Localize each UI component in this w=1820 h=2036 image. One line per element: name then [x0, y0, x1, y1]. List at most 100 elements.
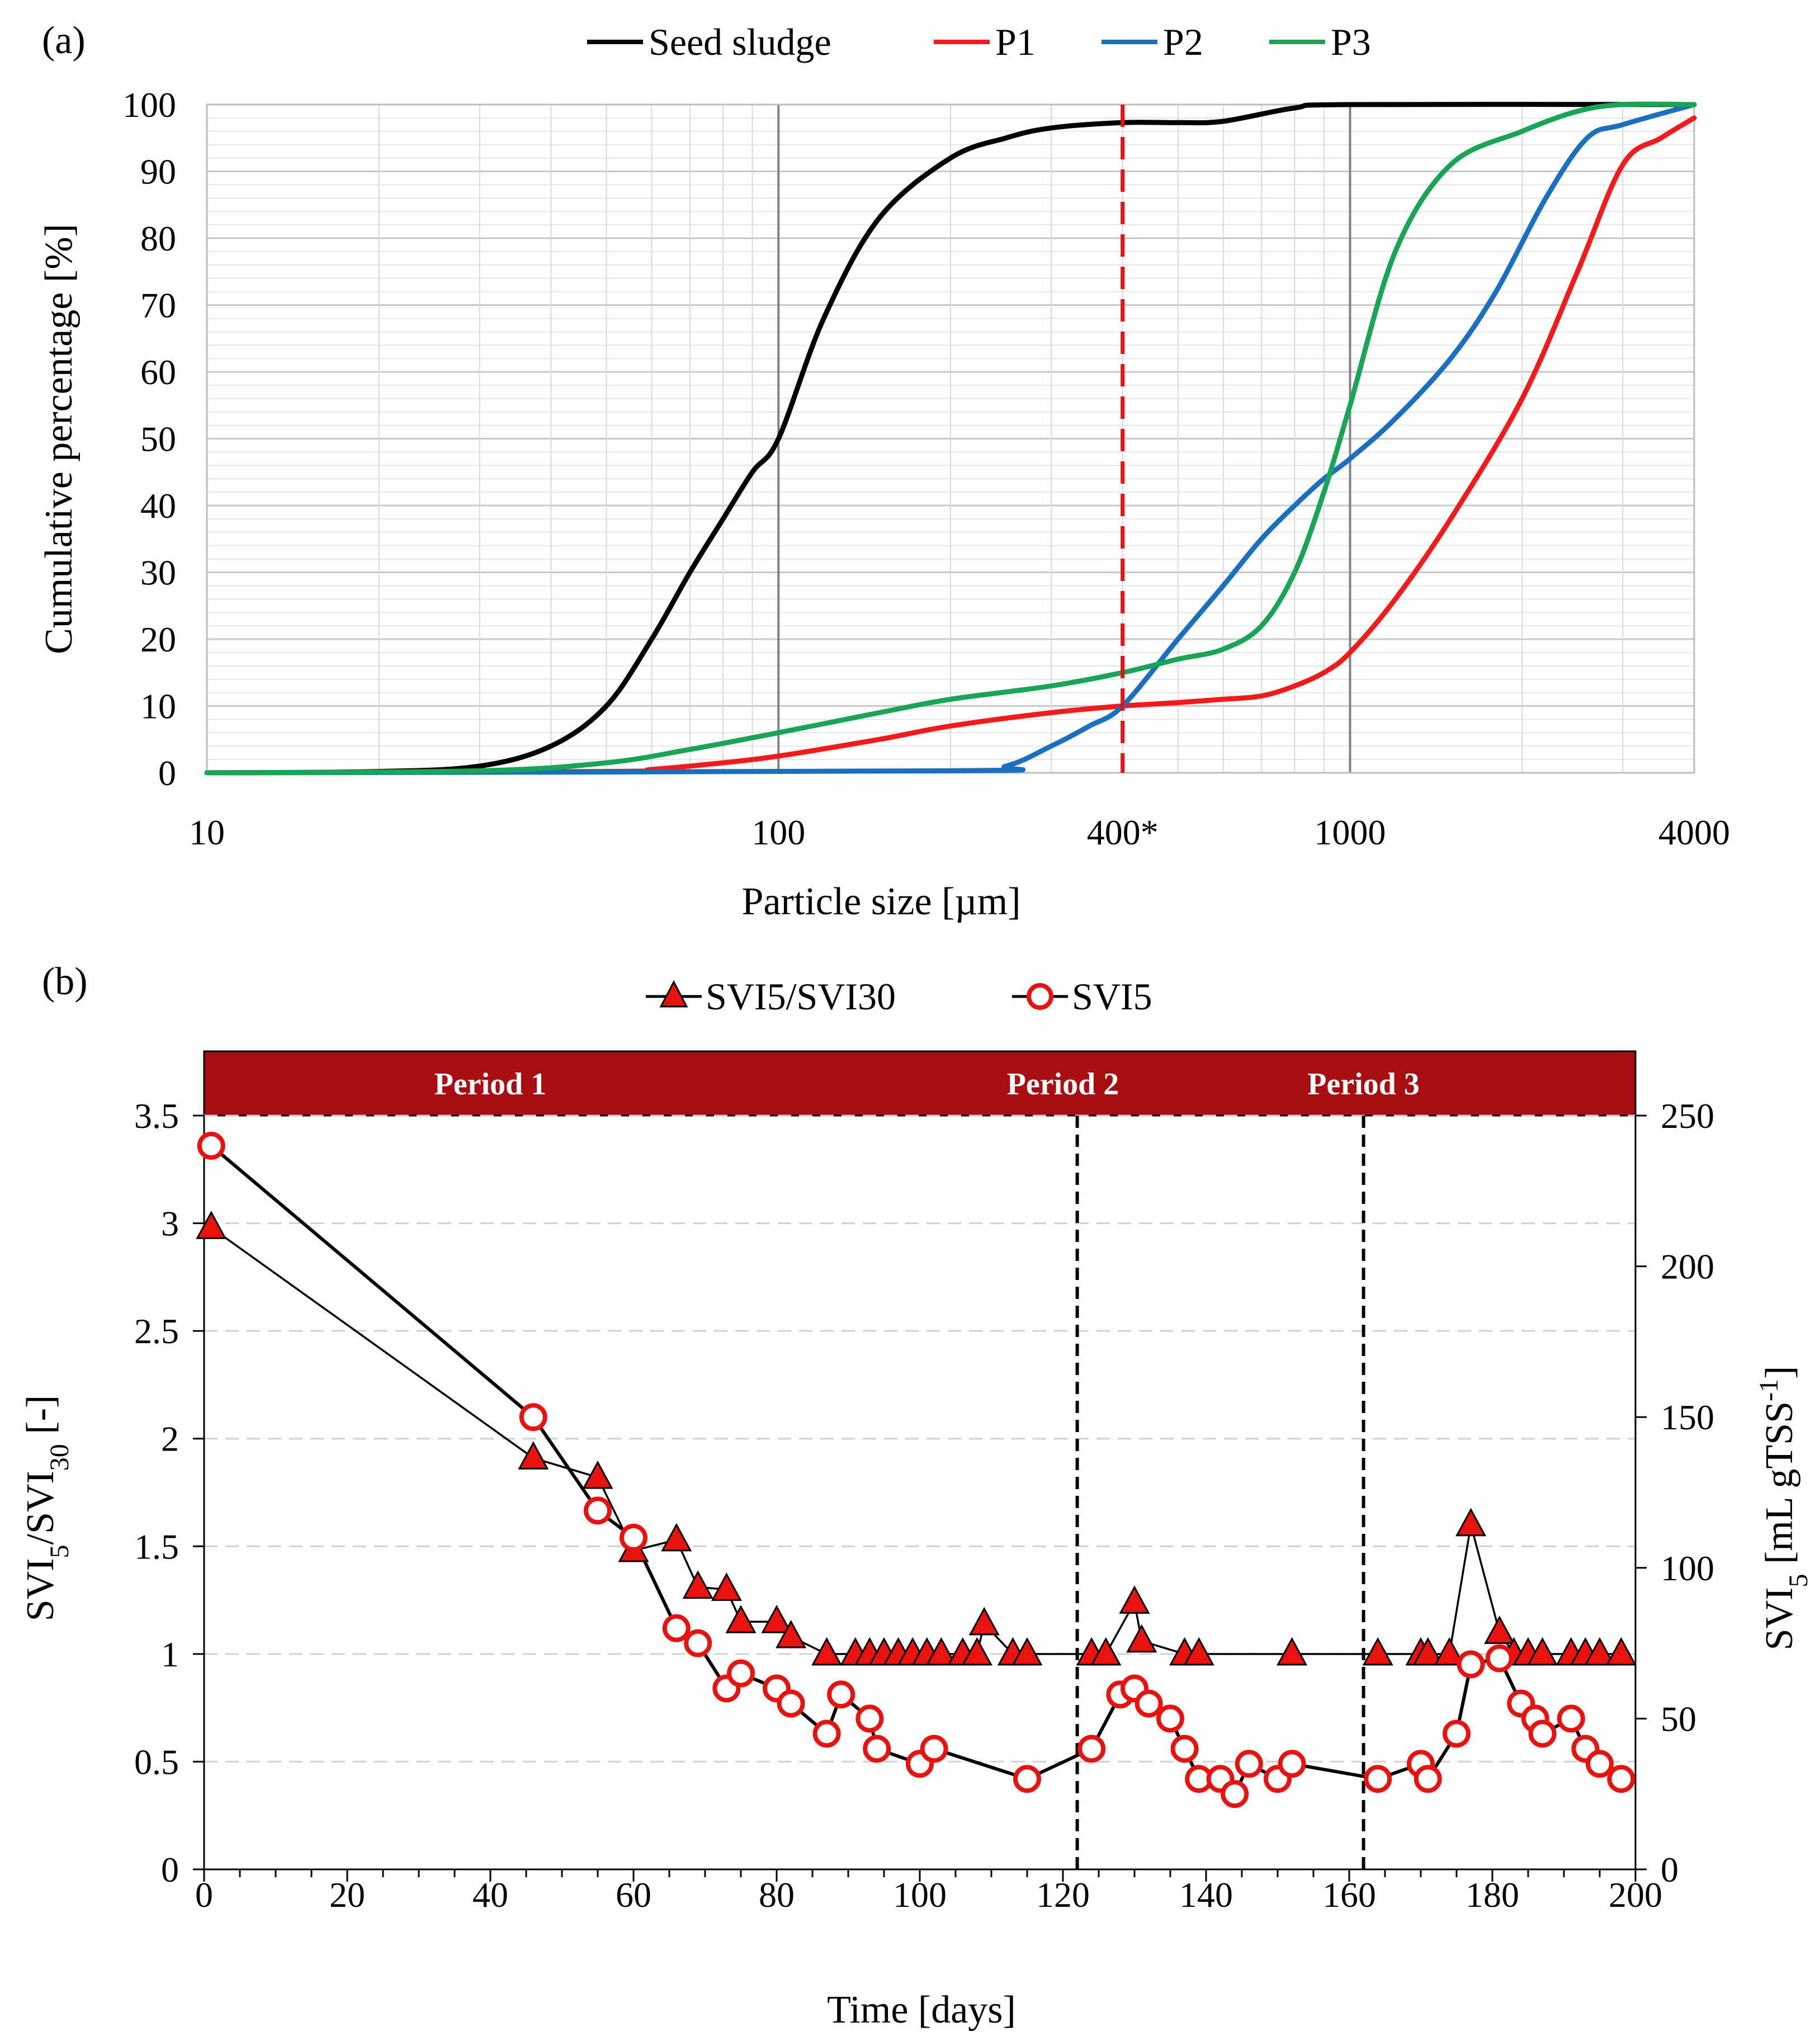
- period-label: Period 3: [1307, 1067, 1420, 1102]
- circle-marker: [1586, 1750, 1614, 1778]
- series-line-seed-sludge: [204, 102, 1697, 776]
- panel-a-chart: (a) Seed sludge P1 P2 P3 0 10 20 30 40 50 60 70…: [37, 19, 1730, 923]
- panel-b-left-y-axis-title: SVI5/SVI30 [-]: [19, 1395, 74, 1621]
- right-y-tick-label: 0: [1661, 1850, 1679, 1889]
- circle-marker: [1414, 1765, 1442, 1793]
- x-tick-label: 200: [1609, 1875, 1662, 1915]
- triangle-marker: [1277, 1637, 1308, 1666]
- y-tick-label: 80: [140, 219, 176, 258]
- triangle-marker: [196, 1211, 227, 1239]
- period-bar: Period 1 Period 2 Period 3: [203, 1050, 1637, 1117]
- circle-marker: [1443, 1720, 1471, 1748]
- panel-b-series: [196, 1131, 1637, 1808]
- x-tick-label: 140: [1179, 1875, 1233, 1915]
- panel-a-series: [204, 101, 1697, 776]
- legend-label-p3: P3: [1331, 21, 1371, 63]
- x-tick-label: 80: [759, 1875, 795, 1915]
- x-tick-label: 40: [472, 1875, 508, 1915]
- period-bar-background: [203, 1050, 1637, 1117]
- panel-a-grid: [207, 105, 1694, 773]
- panel-b-axes: [193, 1114, 1647, 1882]
- triangle-marker: [1126, 1624, 1157, 1653]
- circle-marker: [1364, 1765, 1392, 1793]
- legend-marker-triangle: [659, 980, 688, 1008]
- period-label: Period 1: [434, 1067, 547, 1102]
- circle-marker: [1278, 1750, 1306, 1778]
- panel-b-tick-labels: 0 20 40 60 80 100 120 140 160 180 20000.511.522.53…: [134, 1096, 1714, 1915]
- circle-marker: [684, 1629, 712, 1657]
- right-y-tick-label: 200: [1661, 1247, 1714, 1287]
- x-tick-label: 10: [189, 812, 225, 852]
- right-y-tick-label: 100: [1661, 1548, 1714, 1588]
- triangle-marker: [1412, 1637, 1444, 1666]
- circle-marker: [1221, 1780, 1249, 1808]
- circle-marker: [1156, 1704, 1184, 1733]
- triangle-marker: [1011, 1637, 1043, 1666]
- triangle-marker: [682, 1570, 713, 1599]
- panel-b-chart: (b) SVI5/SVI30 SVI5 Period 1 Period 2 Peri…: [19, 960, 1813, 2032]
- series-line-p1: [204, 115, 1697, 776]
- y-tick-label: 60: [140, 352, 176, 392]
- series-line-svi5-svi30: [210, 1226, 1622, 1655]
- right-y-tick-label: 50: [1661, 1699, 1696, 1739]
- circle-marker: [197, 1131, 225, 1160]
- triangle-marker: [1527, 1637, 1558, 1666]
- legend-label-svi5-svi30: SVI5/SVI30: [706, 975, 896, 1018]
- circle-marker: [1457, 1650, 1485, 1679]
- triangle-marker: [1119, 1585, 1150, 1614]
- series-line-p2: [204, 102, 1697, 776]
- x-tick-label: 4000: [1658, 812, 1730, 852]
- circle-marker: [1235, 1750, 1263, 1778]
- x-tick-label: 180: [1466, 1875, 1519, 1915]
- circle-marker: [727, 1659, 755, 1688]
- circle-marker: [1528, 1720, 1557, 1748]
- circle-marker: [1013, 1765, 1041, 1793]
- triangle-marker: [961, 1637, 992, 1666]
- y-tick-label: 20: [140, 620, 176, 659]
- circle-marker: [812, 1720, 841, 1748]
- panel-a-label: (a): [42, 19, 86, 62]
- triangle-marker: [776, 1619, 807, 1648]
- circle-marker: [863, 1735, 891, 1763]
- right-y-tick-label: 150: [1661, 1397, 1714, 1437]
- left-y-tick-label: 2: [161, 1419, 179, 1459]
- series-line-svi5: [210, 1144, 1623, 1797]
- triangle-marker: [1455, 1508, 1487, 1537]
- panel-a-x-axis-title: Particle size [µm]: [741, 880, 1020, 923]
- triangle-marker: [1362, 1637, 1393, 1666]
- circle-marker: [584, 1496, 612, 1525]
- legend-label-seed-sludge: Seed sludge: [649, 21, 831, 63]
- series-line-p3: [204, 101, 1697, 776]
- triangle-marker: [968, 1607, 1000, 1636]
- circle-marker: [1485, 1644, 1514, 1673]
- legend-label-p1: P1: [995, 21, 1036, 63]
- circle-marker: [1170, 1735, 1199, 1763]
- left-y-tick-label: 0.5: [134, 1742, 179, 1782]
- left-y-tick-label: 3: [161, 1204, 179, 1244]
- y-tick-label: 0: [158, 753, 176, 793]
- y-tick-label: 70: [140, 286, 176, 325]
- circle-marker: [827, 1680, 855, 1709]
- circle-marker: [1557, 1704, 1585, 1733]
- period-label: Period 2: [1007, 1067, 1119, 1102]
- x-tick-label: 1000: [1315, 812, 1386, 852]
- circle-marker: [1077, 1735, 1106, 1763]
- triangle-marker: [1605, 1637, 1637, 1666]
- triangle-marker: [518, 1441, 549, 1470]
- left-y-tick-label: 0: [161, 1850, 179, 1889]
- y-tick-label: 90: [140, 152, 176, 192]
- panel-b-legend: SVI5/SVI30 SVI5: [646, 975, 1152, 1018]
- x-tick-label: 100: [751, 812, 805, 852]
- y-tick-label: 30: [140, 553, 176, 593]
- x-tick-label: 400*: [1087, 812, 1159, 852]
- x-tick-label: 120: [1036, 1875, 1090, 1915]
- circle-marker: [620, 1523, 647, 1552]
- x-tick-label: 100: [893, 1875, 947, 1915]
- triangle-marker: [661, 1523, 692, 1552]
- triangle-marker: [1183, 1637, 1214, 1666]
- x-tick-label: 60: [616, 1875, 651, 1915]
- left-y-tick-label: 1: [161, 1635, 179, 1674]
- triangle-marker: [1484, 1615, 1515, 1644]
- legend-label-svi5: SVI5: [1072, 975, 1152, 1018]
